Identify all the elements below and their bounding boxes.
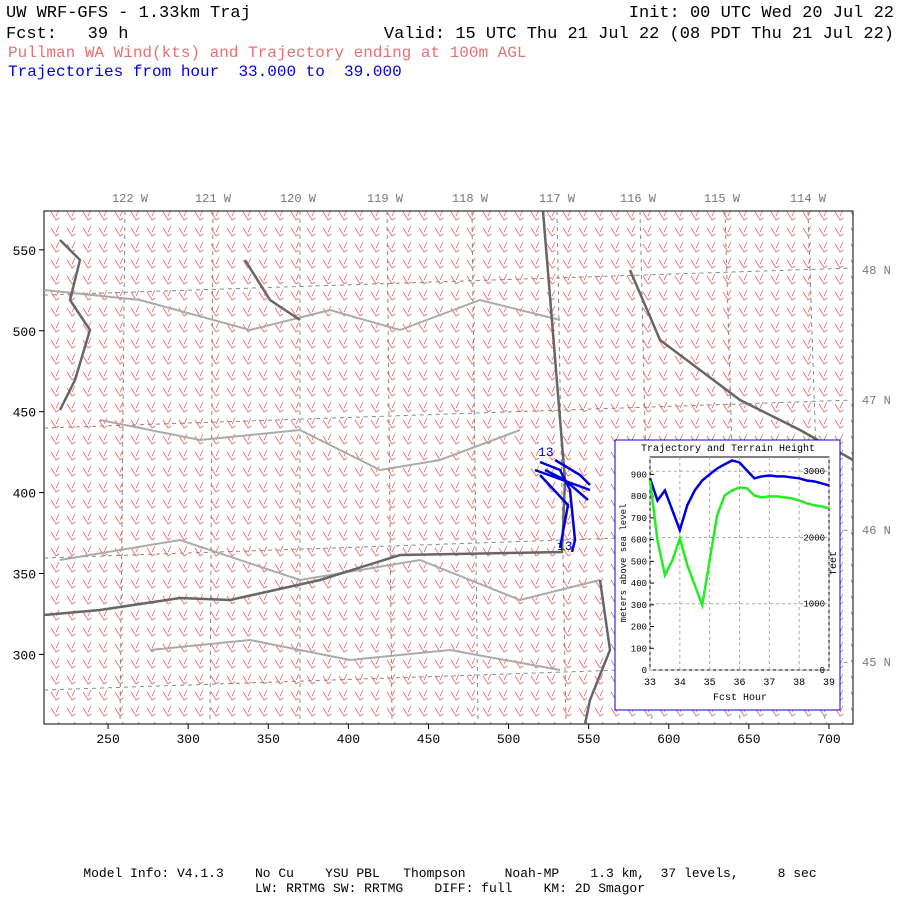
x-tick-label: 500: [497, 732, 520, 747]
x-tick-label: 36: [733, 678, 745, 689]
x-tick-label: 450: [417, 732, 440, 747]
x-tick-label: 33: [644, 678, 656, 689]
inset-title: Trajectory and Terrain Height: [641, 443, 815, 455]
x-tick-label: 400: [337, 732, 360, 747]
state-lines: [43, 210, 854, 725]
y-tick-label: 200: [631, 623, 647, 633]
borders: [43, 289, 601, 671]
y-axis-label: meters above sea level: [619, 504, 629, 623]
x-axis-label: Fcst Hour: [713, 693, 767, 704]
lon-label: 117 W: [539, 192, 576, 206]
lon-label: 118 W: [452, 192, 489, 206]
trajectories: [534, 458, 591, 553]
lon-label: 121 W: [195, 192, 232, 206]
y-tick-label: 900: [631, 470, 647, 480]
x-tick-label: 300: [176, 732, 199, 747]
traj-range: Trajectories from hour 33.000 to 39.000: [8, 63, 402, 81]
title: UW WRF-GFS - 1.33km Traj: [6, 4, 251, 23]
x-tick-label: 39: [823, 678, 835, 689]
x-tick-label: 35: [704, 678, 716, 689]
lon-label: 122 W: [112, 192, 149, 206]
x-tick-label: 34: [674, 678, 686, 689]
lat-label: 48 N: [862, 264, 891, 278]
x-tick-label: 37: [763, 678, 775, 689]
footer: LW: RRTMG SW: RRTMG DIFF: full KM: 2D Sm…: [255, 881, 645, 896]
series-line: [648, 459, 830, 535]
y-tick-label: 0: [642, 666, 647, 676]
traj-label: 13: [538, 445, 554, 460]
x-tick-label: 350: [257, 732, 280, 747]
y2-tick-label: 0: [820, 666, 825, 676]
series-line: [648, 480, 830, 611]
y-tick-label: 100: [631, 644, 647, 654]
y-tick-label: 400: [13, 487, 36, 502]
y-tick-label: 500: [13, 325, 36, 340]
y-tick-label: 600: [631, 536, 647, 546]
fcst: Fcst: 39 h: [6, 25, 128, 44]
x-tick-label: 650: [737, 732, 760, 747]
valid: Valid: 15 UTC Thu 21 Jul 22 (08 PDT Thu …: [384, 25, 894, 44]
y2-tick-label: 2000: [803, 533, 825, 543]
lat-label: 45 N: [862, 656, 891, 670]
traj-label: 13: [557, 539, 573, 554]
footer: Model Info: V4.1.3 No Cu YSU PBL Thompso…: [83, 866, 816, 881]
subtitle: Pullman WA Wind(kts) and Trajectory endi…: [8, 44, 526, 62]
y-tick-label: 800: [631, 492, 647, 502]
y-tick-label: 350: [13, 567, 36, 582]
x-tick-label: 250: [96, 732, 119, 747]
y-tick-label: 300: [631, 601, 647, 611]
x-tick-label: 600: [657, 732, 680, 747]
y-tick-label: 700: [631, 514, 647, 524]
y2-tick-label: 3000: [803, 467, 825, 477]
lon-label: 120 W: [280, 192, 317, 206]
y2-axis-label: feet: [828, 551, 840, 575]
y-tick-label: 450: [13, 406, 36, 421]
y2-tick-label: 1000: [803, 600, 825, 610]
x-tick-label: 550: [577, 732, 600, 747]
lat-label: 46 N: [862, 524, 891, 538]
init: Init: 00 UTC Wed 20 Jul 22: [629, 4, 894, 23]
y-tick-label: 550: [13, 244, 36, 259]
lat-label: 47 N: [862, 394, 891, 408]
y-tick-label: 400: [631, 579, 647, 589]
lon-label: 115 W: [704, 192, 741, 206]
x-tick-label: 700: [817, 732, 840, 747]
lon-label: 116 W: [620, 192, 657, 206]
lon-label: 119 W: [367, 192, 404, 206]
x-tick-label: 38: [793, 678, 805, 689]
lon-label: 114 W: [790, 192, 827, 206]
y-tick-label: 500: [631, 557, 647, 567]
y-tick-label: 300: [13, 648, 36, 663]
